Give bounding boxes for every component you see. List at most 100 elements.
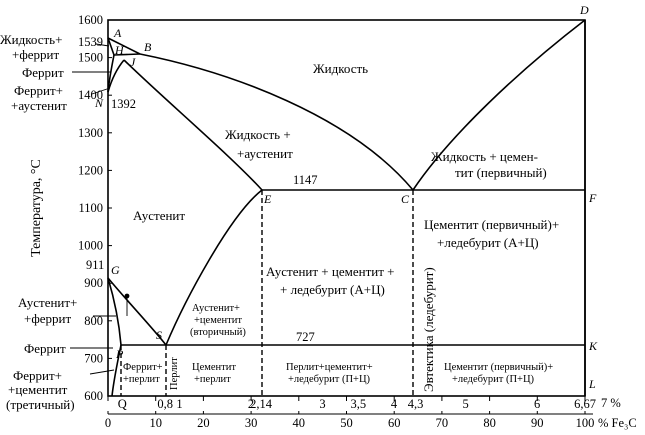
side-liquid-ferrite-1: Жидкость+ (0, 32, 62, 47)
y-tick-label: 1000 (78, 239, 103, 253)
region-pearlite: Перлит (169, 357, 180, 390)
y-tick-label: 800 (84, 314, 103, 328)
peritectic-hb-line (113, 53, 141, 56)
carbon-tick-label: 6,67 (574, 397, 596, 411)
region-pear-cem-led-1: Перлит+цементит+ (286, 362, 373, 373)
y-tick-label: 1300 (78, 126, 103, 140)
point-p: P (115, 347, 124, 361)
y-tick-label: 1600 (78, 13, 103, 27)
point-g: G (111, 263, 120, 277)
region-cemprim-led-1: Цементит (первичный)+ (444, 362, 553, 373)
point-a: A (113, 26, 122, 40)
region-cem-ledeburite-2: +ледебурит (А+Ц) (437, 235, 539, 250)
percent-tick-label: 0 (105, 416, 111, 430)
region-liquid-cementite-1: Жидкость + цемен- (431, 149, 538, 164)
point-d: D (579, 3, 589, 17)
percent-tick-label: 100 (576, 416, 595, 430)
y-axis-title: Температура, °C (29, 159, 44, 257)
side-austenite-ferrite-1: Аустенит+ (18, 295, 77, 310)
y-tick-label: 1500 (78, 51, 103, 65)
y-tick-marks (108, 19, 112, 397)
carbon-tick-label: 6 (534, 397, 540, 411)
region-cem-pearlite-1: Цементит (192, 362, 236, 373)
region-ferrite-pearlite-2: +перлит (123, 374, 160, 385)
percent-tick-label: 50 (340, 416, 353, 430)
percent-axis-unit: % Fe₃C (598, 416, 637, 430)
liquidus-bc-line (139, 53, 414, 191)
percent-tick-label: 60 (388, 416, 401, 430)
side-austenite-ferrite-2: +феррит (24, 311, 71, 326)
temp-727: 727 (296, 330, 315, 344)
solidus-ah-line (107, 37, 115, 56)
region-eutectic: Эвтектика (ледебурит) (421, 267, 436, 392)
region-ferrite-pearlite-1: Феррит+ (123, 362, 163, 373)
carbon-tick-label: 1 (176, 397, 182, 411)
y-tick-label: 600 (84, 389, 103, 403)
temp-1147: 1147 (293, 173, 318, 187)
region-liquid-cementite-2: тит (первичный) (455, 165, 547, 180)
point-marker-dot (124, 293, 130, 299)
solidus-je-line (123, 59, 263, 191)
temp-911: 911 (86, 258, 104, 272)
y-tick-label: 1200 (78, 163, 103, 177)
y-tick-label: 700 (84, 351, 103, 365)
percent-tick-label: 40 (293, 416, 306, 430)
jn-line (107, 59, 125, 93)
carbon-tick-label: 3,5 (350, 397, 366, 411)
dashed-dividers (120, 190, 414, 396)
temp-1392: 1392 (111, 97, 136, 111)
percent-tick-label: 20 (197, 416, 210, 430)
pq-line (111, 344, 122, 397)
gs-line (107, 277, 167, 346)
percent-tick-label: 90 (531, 416, 544, 430)
region-aus-cem-sec-1: Аустенит+ (192, 303, 240, 314)
point-n: N (94, 96, 104, 110)
point-k: K (588, 339, 598, 353)
percent-tick-label: 80 (483, 416, 496, 430)
region-cemprim-led-2: +ледебурит (П+Ц) (452, 374, 535, 385)
carbon-tick-labels: Q 0,8 1 22,14 3 3,5 4 4,3 5 6 6,67 (118, 397, 596, 411)
percent-tick-label: 10 (149, 416, 162, 430)
point-f: F (588, 191, 597, 205)
region-cem-pearlite-2: +перлит (194, 374, 231, 385)
region-austenite: Аустенит (133, 208, 185, 223)
region-cem-ledeburite-1: Цементит (первичный)+ (424, 217, 559, 232)
region-aus-cem-sec-3: (вторичный) (190, 327, 246, 338)
region-aus-cem-led-2: + ледебурит (А+Ц) (280, 282, 385, 297)
x-tick-marks (107, 396, 593, 415)
y-tick-label: 900 (84, 276, 103, 290)
y-tick-label: 1400 (78, 88, 103, 102)
carbon-tick-label: Q (118, 397, 127, 411)
side-ferrite-austenite-1: Феррит+ (14, 83, 63, 98)
side-liquid-ferrite-2: +феррит (12, 47, 59, 62)
carbon-tick-label: 4,3 (408, 397, 424, 411)
carbon-tick-label: 3 (319, 397, 325, 411)
side-ferrite-top: Феррит (22, 65, 64, 80)
y-tick-labels: 600 700 800 900 1000 1100 1200 1300 1400 1500 1600 (78, 13, 103, 403)
point-j: J (130, 55, 136, 69)
y-tick-label: 1100 (78, 201, 103, 215)
carbon-tick-label: 2,14 (250, 397, 273, 411)
percent-tick-labels: 0 10 20 30 40 50 60 70 80 90 100 (105, 416, 595, 430)
side-ferrite-austenite-2: +аустенит (11, 98, 67, 113)
carbon-tick-label: 0,8 (157, 397, 173, 411)
point-s: S (156, 328, 162, 342)
liquidus-ab-line (107, 37, 141, 55)
side-ferrite-cementite-2: +цементит (8, 382, 68, 397)
carbon-axis-unit: 7 % (601, 396, 621, 410)
region-liquid-austenite-2: +аустенит (237, 146, 293, 161)
region-liquid: Жидкость (313, 61, 368, 76)
gp-line (107, 277, 122, 346)
side-ferrite-cementite-3: (третичный) (6, 397, 75, 412)
point-c: C (401, 192, 410, 206)
temp-1539: 1539 (78, 35, 103, 49)
liquidus-cd-line (412, 19, 586, 191)
acm-se-line (165, 189, 263, 346)
side-ferrite-cementite-1: Феррит+ (13, 368, 62, 383)
region-liquid-austenite-1: Жидкость + (225, 127, 291, 142)
point-l: L (588, 377, 596, 391)
region-aus-cem-led-1: Аустенит + цементит + (266, 264, 394, 279)
phase-lines (107, 19, 586, 397)
carbon-tick-label: 4 (391, 397, 398, 411)
region-aus-cem-sec-2: +цементит (194, 315, 242, 326)
